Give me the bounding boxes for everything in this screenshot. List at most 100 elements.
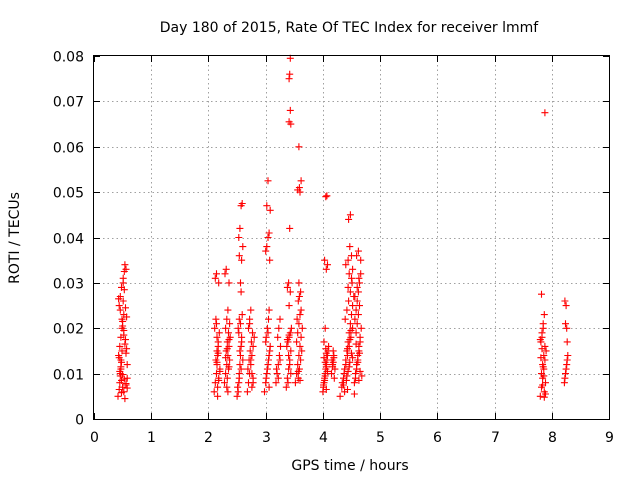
data-point — [237, 279, 244, 287]
data-point — [122, 304, 129, 312]
data-point — [233, 392, 241, 400]
data-point — [273, 365, 280, 373]
data-point — [263, 370, 271, 378]
data-point — [265, 315, 272, 323]
data-point — [562, 370, 569, 378]
data-point — [329, 358, 337, 366]
x-tick-label: 6 — [433, 430, 442, 446]
data-point — [238, 256, 246, 264]
data-point — [275, 324, 283, 332]
data-point — [119, 279, 127, 287]
data-point — [265, 356, 272, 364]
data-point — [122, 336, 129, 344]
data-point — [342, 261, 350, 269]
data-point — [286, 224, 294, 232]
data-point — [119, 297, 127, 305]
data-point — [222, 265, 230, 273]
data-point — [330, 354, 338, 362]
data-point — [296, 311, 304, 319]
data-point — [277, 342, 284, 350]
data-point — [321, 376, 329, 384]
data-point — [297, 288, 305, 296]
data-point — [348, 274, 355, 282]
data-point — [264, 234, 272, 241]
y-tick-label: 0.01 — [53, 368, 84, 384]
data-point — [536, 336, 544, 344]
data-point — [356, 338, 364, 346]
data-point — [123, 345, 131, 353]
data-point — [276, 315, 284, 323]
data-point — [263, 324, 271, 332]
data-point — [263, 202, 271, 210]
y-tick-label: 0.05 — [53, 186, 84, 202]
data-point — [120, 327, 128, 334]
data-point — [234, 383, 242, 391]
data-point — [345, 363, 353, 371]
data-point — [353, 283, 361, 291]
data-point — [562, 365, 570, 373]
data-point — [115, 302, 123, 310]
data-point — [346, 320, 354, 328]
data-point — [122, 265, 130, 273]
data-point — [541, 356, 549, 364]
data-point — [119, 322, 127, 330]
x-tick-label: 5 — [376, 430, 385, 446]
data-point — [235, 315, 243, 323]
data-point — [120, 375, 128, 383]
y-tick-label: 0.07 — [53, 95, 84, 111]
data-point — [291, 379, 299, 387]
data-point — [285, 302, 293, 310]
data-point — [235, 252, 243, 260]
data-point — [283, 374, 291, 382]
data-point — [538, 345, 546, 353]
data-point — [350, 390, 358, 398]
data-point — [346, 211, 354, 219]
data-point — [349, 265, 357, 273]
x-tick-label: 4 — [319, 430, 328, 446]
data-point — [285, 75, 293, 83]
data-point — [265, 306, 273, 314]
data-point — [539, 363, 547, 371]
data-point — [211, 274, 219, 282]
data-point — [322, 363, 330, 371]
data-point — [344, 345, 351, 353]
data-point — [328, 370, 335, 378]
data-point — [115, 295, 123, 303]
data-point — [248, 383, 256, 391]
data-point — [297, 333, 305, 341]
data-point — [226, 356, 234, 364]
chart-title: Day 180 of 2015, Rate Of TEC Index for r… — [160, 20, 540, 36]
data-point — [262, 338, 270, 346]
data-point — [215, 376, 223, 384]
data-point — [263, 365, 271, 373]
y-tick-label: 0.03 — [53, 277, 84, 293]
data-point — [266, 347, 274, 355]
data-point — [294, 367, 302, 375]
y-axis-label: ROTI / TECUs — [7, 192, 23, 284]
data-point — [563, 356, 571, 364]
data-point — [215, 329, 223, 337]
data-point — [266, 256, 274, 264]
data-point — [222, 324, 230, 332]
data-point — [116, 306, 124, 314]
data-point — [121, 340, 129, 348]
data-point — [321, 256, 329, 264]
data-point — [537, 354, 545, 362]
data-point — [236, 361, 244, 369]
data-point — [223, 345, 231, 353]
data-point — [329, 363, 337, 371]
y-tick-label: 0.04 — [53, 232, 84, 248]
data-point — [320, 381, 327, 389]
data-point — [239, 356, 247, 364]
data-point — [346, 358, 354, 366]
data-point — [265, 229, 273, 237]
data-point — [247, 306, 255, 314]
data-point — [222, 370, 230, 378]
data-point — [563, 338, 571, 346]
data-point — [213, 270, 220, 278]
data-point — [274, 374, 282, 382]
data-point — [348, 349, 355, 357]
x-axis-label: GPS time / hours — [291, 458, 408, 474]
data-point — [538, 290, 545, 298]
data-point — [346, 336, 354, 344]
